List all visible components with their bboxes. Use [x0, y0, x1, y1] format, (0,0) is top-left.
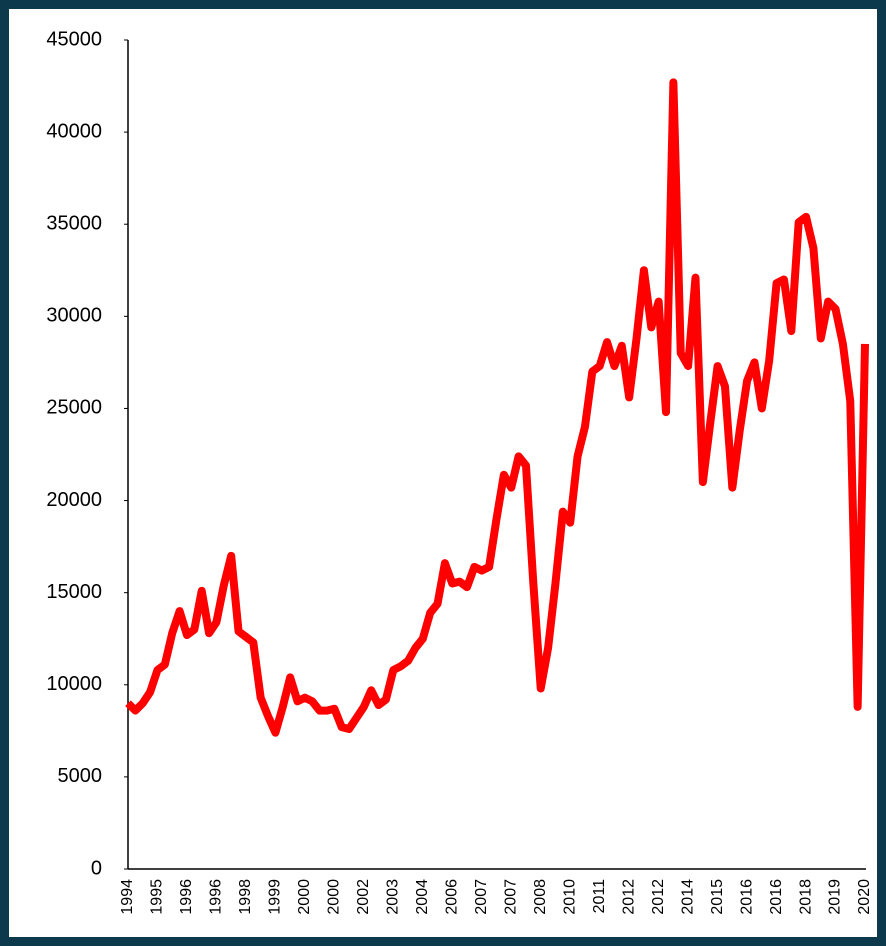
x-tick-label: 2010 [561, 879, 578, 915]
y-tick-label: 30000 [46, 305, 102, 327]
x-tick-label: 2016 [768, 879, 785, 915]
x-tick-label: 2015 [709, 879, 726, 915]
x-tick-label: 1996 [178, 879, 195, 915]
x-tick-label: 2003 [385, 879, 402, 915]
x-tick-label: 2007 [473, 879, 490, 915]
y-tick-label: 25000 [46, 397, 102, 419]
y-tick-label: 35000 [46, 213, 102, 235]
x-tick-label: 2000 [296, 879, 313, 915]
x-tick-label: 2006 [443, 879, 460, 915]
x-tick-label: 2018 [797, 879, 814, 915]
x-tick-label: 2014 [679, 879, 696, 915]
x-tick-label: 2000 [326, 879, 343, 915]
y-tick-label: 0 [91, 857, 102, 879]
x-tick-label: 2012 [620, 879, 637, 915]
plot-background [9, 9, 877, 937]
y-tick-label: 40000 [46, 120, 102, 142]
x-tick-label: 1996 [208, 879, 225, 915]
y-tick-label: 20000 [46, 489, 102, 511]
x-tick-label: 2011 [591, 879, 608, 914]
x-tick-label: 2019 [827, 879, 844, 915]
x-tick-label: 2007 [502, 879, 519, 915]
y-tick-label: 10000 [46, 673, 102, 695]
data-line [125, 78, 869, 737]
y-tick-label: 15000 [46, 581, 102, 603]
x-tick-label: 2002 [355, 879, 372, 915]
x-tick-label: 1995 [149, 879, 166, 915]
x-tick-label: 1998 [237, 879, 254, 915]
x-tick-label: 1999 [267, 879, 284, 915]
y-tick-label: 45000 [46, 28, 102, 50]
x-tick-label: 2012 [650, 879, 667, 915]
x-tick-label: 1994 [119, 879, 136, 915]
x-tick-label: 2020 [856, 879, 873, 915]
x-tick-label: 2008 [532, 879, 549, 915]
x-tick-label: 2004 [414, 879, 431, 915]
x-tick-label: 2016 [738, 879, 755, 915]
y-tick-label: 5000 [58, 765, 103, 787]
